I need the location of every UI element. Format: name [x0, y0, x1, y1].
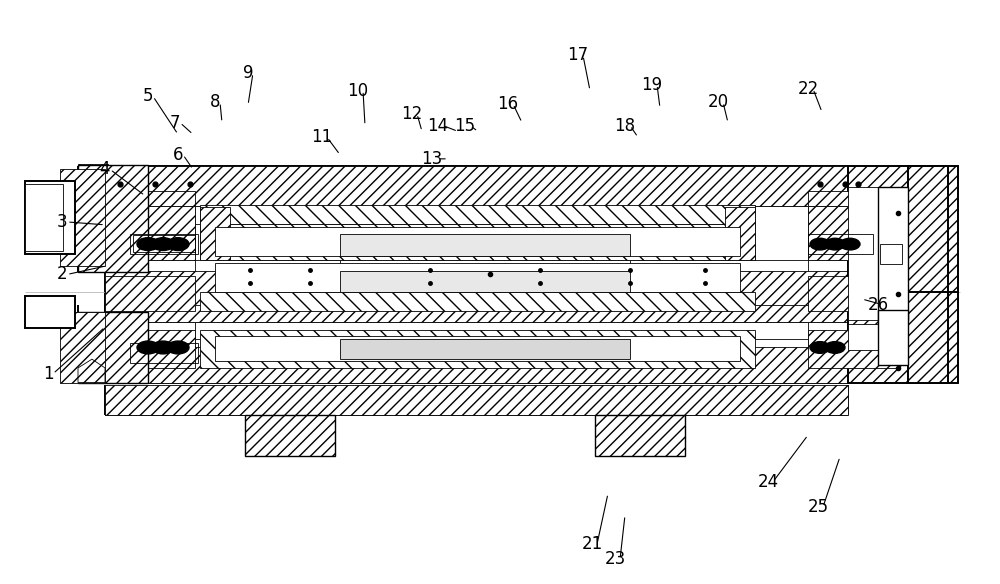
Circle shape [825, 238, 845, 250]
Bar [130, 234, 198, 254]
Text: 14: 14 [427, 117, 449, 134]
Circle shape [810, 238, 830, 250]
Bar [595, 415, 685, 456]
Bar [808, 330, 898, 368]
Text: 20: 20 [707, 93, 729, 111]
Text: 24: 24 [757, 473, 779, 491]
Bar [808, 191, 898, 206]
Circle shape [137, 341, 159, 354]
Bar [908, 292, 948, 383]
Bar [808, 234, 873, 254]
Text: 2: 2 [57, 266, 67, 283]
Text: 23: 23 [604, 551, 626, 568]
Bar [340, 339, 630, 359]
Text: 12: 12 [401, 105, 423, 123]
Text: 8: 8 [210, 93, 220, 111]
Circle shape [137, 238, 159, 251]
Polygon shape [78, 359, 105, 383]
Bar [133, 235, 195, 252]
Circle shape [840, 238, 860, 250]
Bar [340, 234, 630, 256]
Bar [215, 263, 740, 292]
Bar [105, 347, 848, 383]
Text: 22: 22 [797, 80, 819, 98]
Bar [245, 415, 335, 456]
Bar [340, 271, 630, 292]
Bar [78, 312, 148, 383]
Bar [808, 206, 898, 260]
Text: 21: 21 [581, 536, 603, 553]
Text: 16: 16 [497, 95, 519, 113]
Text: 7: 7 [170, 114, 180, 131]
Text: 25: 25 [807, 498, 829, 516]
Text: 17: 17 [567, 47, 589, 64]
Text: 11: 11 [311, 128, 333, 146]
Bar [25, 181, 75, 254]
Bar [200, 292, 755, 311]
Bar [200, 207, 230, 260]
Text: 4: 4 [100, 161, 110, 178]
Bar [60, 169, 105, 266]
Circle shape [152, 341, 174, 354]
Bar [25, 184, 63, 251]
Bar [78, 164, 108, 272]
Text: 18: 18 [614, 117, 636, 134]
Bar [105, 206, 195, 260]
Bar [25, 296, 75, 328]
Bar [848, 324, 908, 350]
Bar [105, 276, 195, 311]
Text: 6: 6 [173, 146, 183, 164]
Circle shape [152, 238, 174, 251]
Text: 1: 1 [43, 365, 53, 383]
Bar [908, 166, 948, 342]
Bar [130, 343, 198, 363]
Circle shape [167, 238, 189, 251]
Bar [725, 207, 755, 260]
Circle shape [825, 342, 845, 353]
Bar [215, 336, 740, 361]
Bar [105, 191, 195, 206]
Text: 5: 5 [143, 88, 153, 105]
Bar [105, 271, 848, 311]
Text: 26: 26 [867, 296, 889, 314]
Text: 13: 13 [421, 150, 443, 168]
Circle shape [167, 341, 189, 354]
Bar [105, 166, 848, 206]
Bar [848, 292, 958, 383]
Bar [808, 276, 898, 311]
Bar [848, 166, 958, 342]
Text: 3: 3 [57, 213, 67, 231]
Bar [200, 205, 755, 224]
Bar [848, 187, 908, 320]
Bar [105, 305, 848, 322]
Text: 9: 9 [243, 64, 253, 82]
Circle shape [810, 342, 830, 353]
Text: 10: 10 [347, 82, 369, 99]
Bar [878, 310, 908, 365]
Bar [105, 385, 848, 415]
Text: 19: 19 [641, 76, 663, 93]
Text: 15: 15 [454, 117, 476, 134]
Bar [200, 330, 755, 368]
Bar [215, 227, 740, 256]
Bar [878, 187, 908, 320]
Bar [105, 330, 195, 368]
Bar [880, 244, 902, 264]
Bar [78, 165, 148, 272]
Bar [20, 23, 980, 537]
Bar [200, 224, 755, 260]
Bar [60, 312, 105, 383]
